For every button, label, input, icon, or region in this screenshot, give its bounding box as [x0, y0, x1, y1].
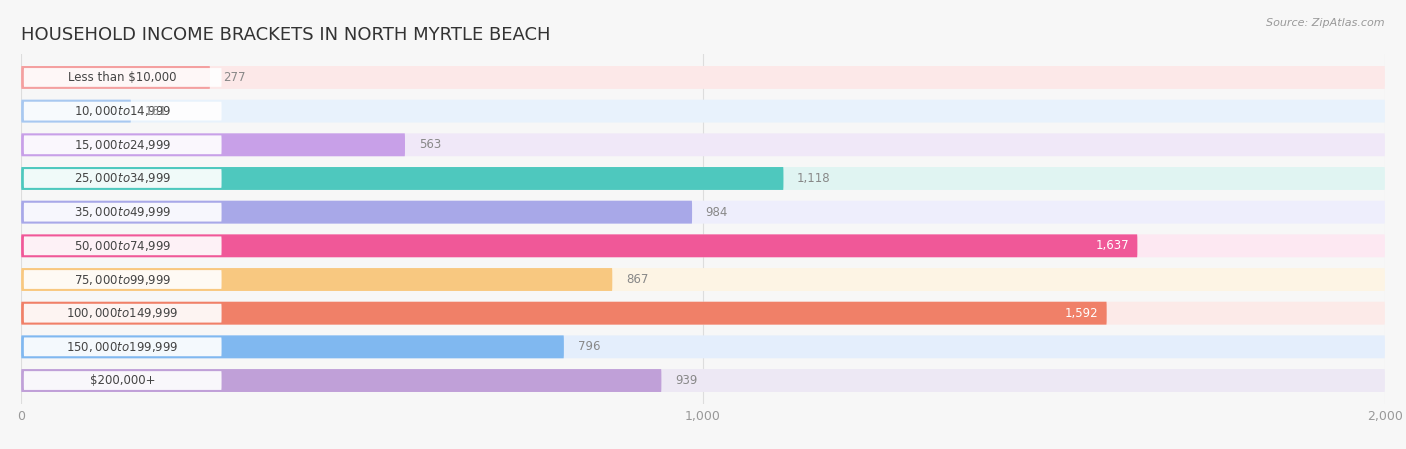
Text: $150,000 to $199,999: $150,000 to $199,999 — [66, 340, 179, 354]
FancyBboxPatch shape — [21, 66, 1385, 89]
Text: HOUSEHOLD INCOME BRACKETS IN NORTH MYRTLE BEACH: HOUSEHOLD INCOME BRACKETS IN NORTH MYRTL… — [21, 26, 551, 44]
Text: $35,000 to $49,999: $35,000 to $49,999 — [75, 205, 172, 219]
FancyBboxPatch shape — [21, 302, 1107, 325]
FancyBboxPatch shape — [21, 234, 1385, 257]
FancyBboxPatch shape — [21, 302, 1385, 325]
FancyBboxPatch shape — [21, 369, 1385, 392]
FancyBboxPatch shape — [21, 201, 692, 224]
FancyBboxPatch shape — [21, 133, 1385, 156]
FancyBboxPatch shape — [24, 102, 222, 120]
Text: 1,118: 1,118 — [797, 172, 831, 185]
FancyBboxPatch shape — [24, 338, 222, 356]
Text: 939: 939 — [675, 374, 697, 387]
FancyBboxPatch shape — [21, 369, 661, 392]
FancyBboxPatch shape — [24, 203, 222, 221]
FancyBboxPatch shape — [24, 136, 222, 154]
Text: Source: ZipAtlas.com: Source: ZipAtlas.com — [1267, 18, 1385, 28]
Text: 867: 867 — [626, 273, 648, 286]
FancyBboxPatch shape — [21, 100, 131, 123]
FancyBboxPatch shape — [24, 371, 222, 390]
Text: 563: 563 — [419, 138, 441, 151]
FancyBboxPatch shape — [24, 169, 222, 188]
FancyBboxPatch shape — [24, 270, 222, 289]
Text: 1,592: 1,592 — [1064, 307, 1098, 320]
FancyBboxPatch shape — [24, 68, 222, 87]
FancyBboxPatch shape — [21, 167, 1385, 190]
FancyBboxPatch shape — [21, 133, 405, 156]
FancyBboxPatch shape — [24, 304, 222, 322]
Text: $50,000 to $74,999: $50,000 to $74,999 — [75, 239, 172, 253]
Text: $25,000 to $34,999: $25,000 to $34,999 — [75, 172, 172, 185]
FancyBboxPatch shape — [21, 201, 1385, 224]
FancyBboxPatch shape — [21, 335, 1385, 358]
FancyBboxPatch shape — [21, 268, 612, 291]
FancyBboxPatch shape — [21, 335, 564, 358]
Text: $100,000 to $149,999: $100,000 to $149,999 — [66, 306, 179, 320]
Text: 277: 277 — [224, 71, 246, 84]
FancyBboxPatch shape — [21, 100, 1385, 123]
FancyBboxPatch shape — [21, 167, 783, 190]
Text: 161: 161 — [145, 105, 167, 118]
Text: 1,637: 1,637 — [1095, 239, 1129, 252]
Text: $15,000 to $24,999: $15,000 to $24,999 — [75, 138, 172, 152]
Text: $75,000 to $99,999: $75,000 to $99,999 — [75, 273, 172, 286]
FancyBboxPatch shape — [24, 237, 222, 255]
FancyBboxPatch shape — [21, 268, 1385, 291]
Text: 796: 796 — [578, 340, 600, 353]
FancyBboxPatch shape — [21, 234, 1137, 257]
FancyBboxPatch shape — [21, 66, 209, 89]
Text: 984: 984 — [706, 206, 728, 219]
Text: Less than $10,000: Less than $10,000 — [69, 71, 177, 84]
Text: $200,000+: $200,000+ — [90, 374, 156, 387]
Text: $10,000 to $14,999: $10,000 to $14,999 — [75, 104, 172, 118]
